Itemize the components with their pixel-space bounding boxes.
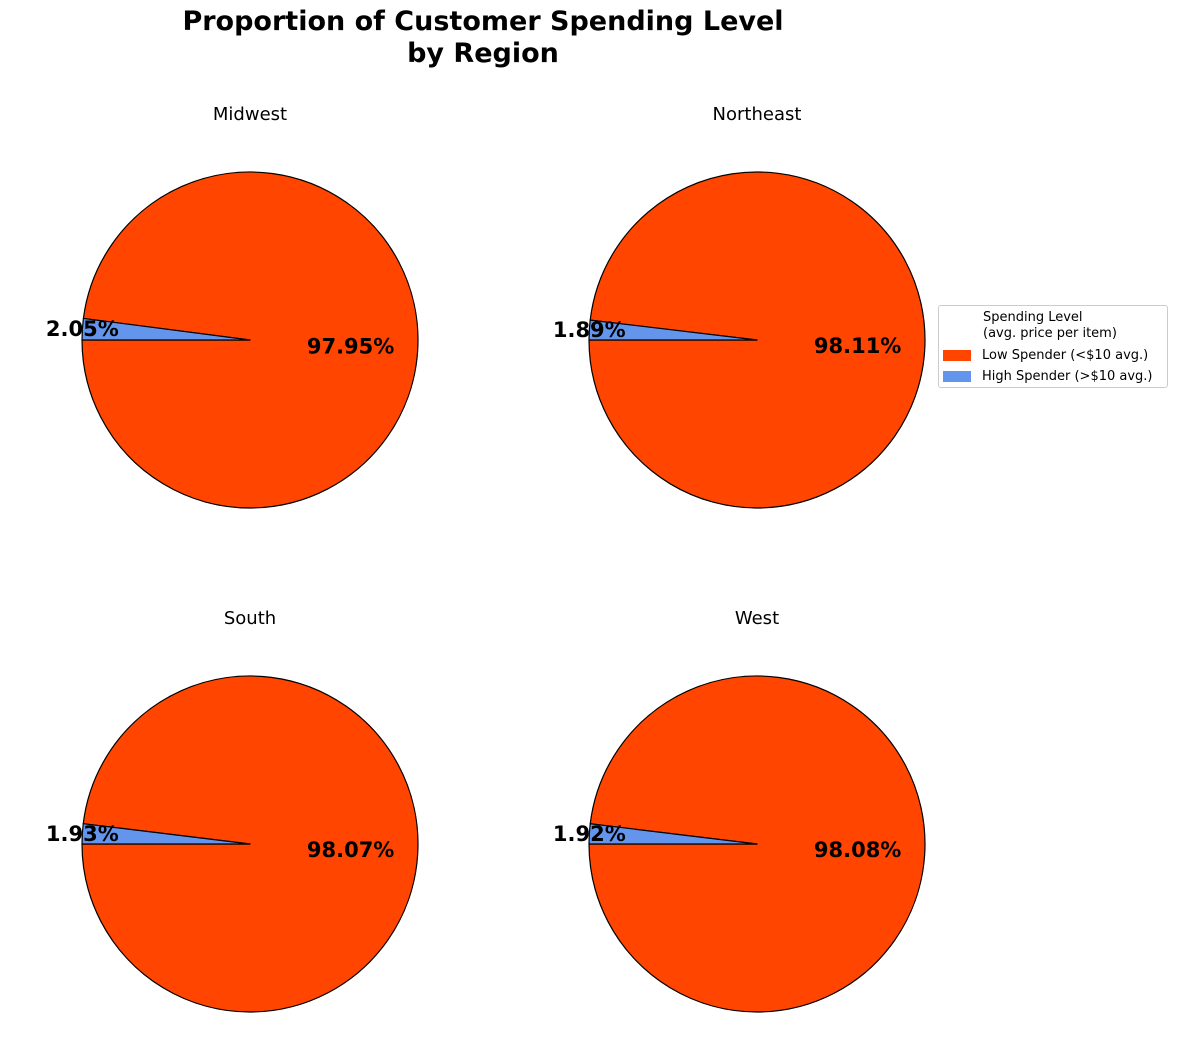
pie-slice-west-high-spender <box>588 823 758 845</box>
legend-swatch-high-spender <box>943 370 971 382</box>
pie-northeast: 98.11% 1.89% <box>553 171 926 509</box>
pie-slice-northeast-high-spender <box>588 319 758 341</box>
pie-label-south-high-spender: 1.93% <box>46 822 119 846</box>
pie-label-west-high-spender: 1.92% <box>553 822 626 846</box>
pie-label-midwest-low-spender: 97.95% <box>307 334 394 358</box>
legend-title-line-2: (avg. price per item) <box>983 326 1117 341</box>
pie-midwest: 97.95% 2.05% <box>46 171 419 509</box>
legend-label-low-spender: Low Spender (<$10 avg.) <box>982 347 1149 363</box>
pie-title-south: South <box>223 608 277 629</box>
legend-title-line-1: Spending Level <box>983 310 1083 325</box>
pie-west: 98.08% 1.92% <box>553 675 926 1013</box>
pie-south: 98.07% 1.93% <box>46 675 419 1013</box>
legend-label-high-spender: High Spender (>$10 avg.) <box>982 368 1153 384</box>
legend: Spending Level (avg. price per item) Low… <box>938 305 1168 388</box>
pie-label-midwest-high-spender: 2.05% <box>46 317 119 341</box>
legend-title: Spending Level (avg. price per item) <box>983 310 1117 342</box>
pie-slice-south-high-spender <box>81 823 251 845</box>
pie-title-midwest: Midwest <box>212 104 288 125</box>
legend-item-high-spender: High Spender (>$10 avg.) <box>943 368 1153 384</box>
pie-label-northeast-high-spender: 1.89% <box>553 318 626 342</box>
pie-label-northeast-low-spender: 98.11% <box>814 334 901 358</box>
legend-item-low-spender: Low Spender (<$10 avg.) <box>943 347 1148 363</box>
pie-label-west-low-spender: 98.08% <box>814 838 901 862</box>
chart-title-line-2: by Region <box>407 38 559 69</box>
pie-label-south-low-spender: 98.07% <box>307 838 394 862</box>
chart-title: Proportion of Customer Spending Level by… <box>103 6 863 70</box>
legend-swatch-low-spender <box>943 349 971 361</box>
pie-title-west: West <box>734 608 780 629</box>
chart-title-line-1: Proportion of Customer Spending Level <box>182 6 784 37</box>
pie-title-northeast: Northeast <box>712 104 802 125</box>
pie-slice-midwest-high-spender <box>81 317 251 341</box>
